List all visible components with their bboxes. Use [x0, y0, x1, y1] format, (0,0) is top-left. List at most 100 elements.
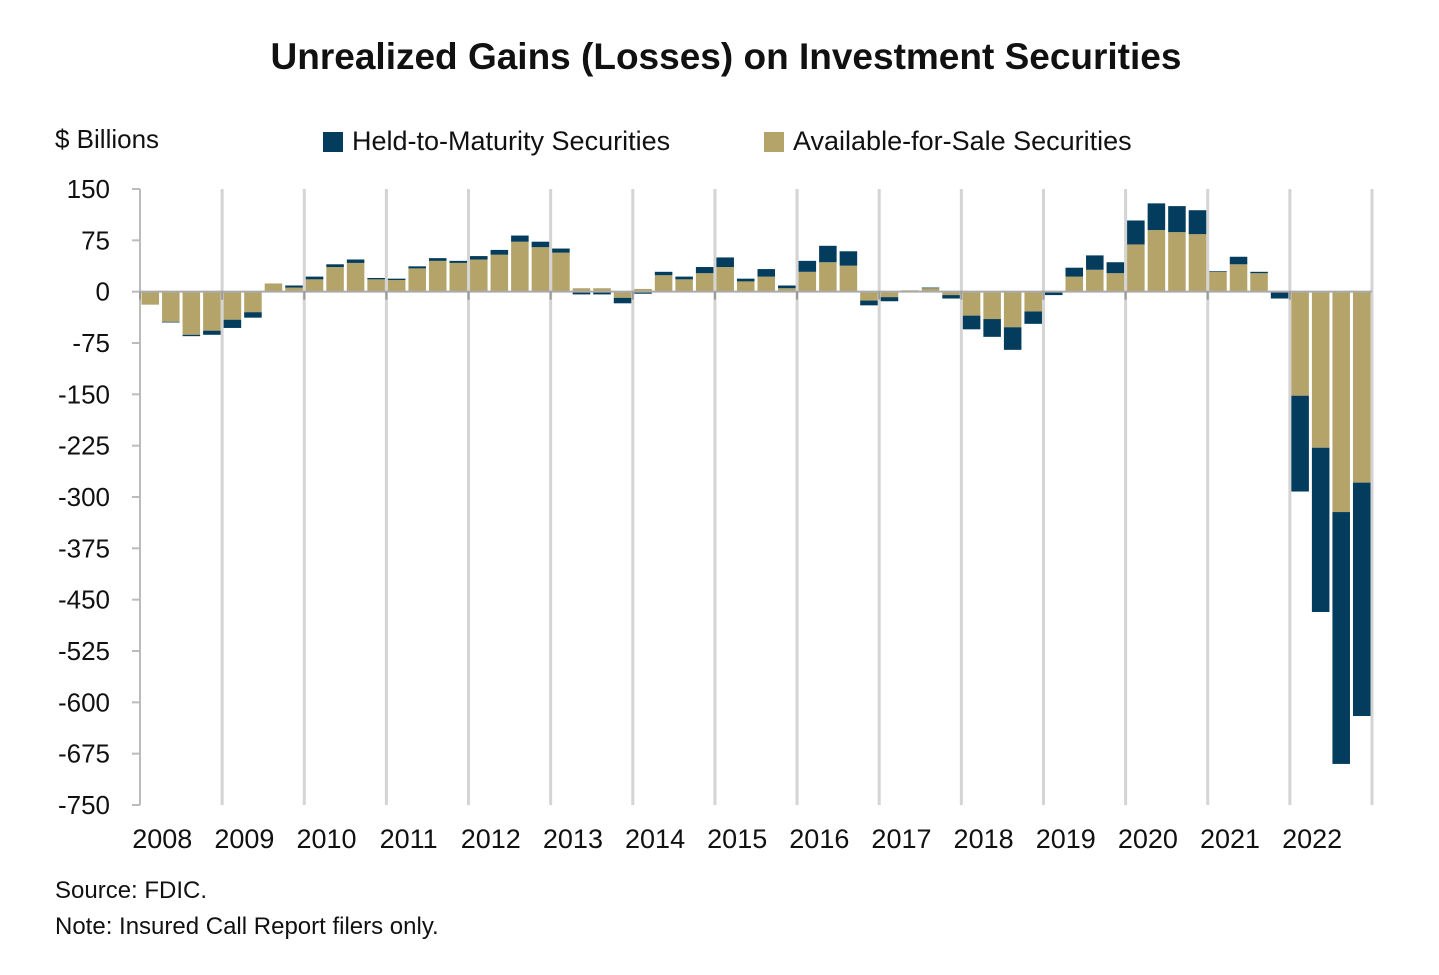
bar-afs	[880, 291, 899, 298]
bar-htm	[387, 278, 406, 281]
bar-afs	[531, 247, 550, 292]
bar-htm	[1209, 271, 1227, 272]
bar-afs	[305, 279, 324, 292]
bar-afs	[1188, 234, 1207, 292]
bar-afs	[470, 259, 488, 292]
bar-htm	[428, 258, 447, 261]
bar-afs	[1147, 230, 1166, 292]
x-tick-label: 2012	[461, 824, 521, 854]
bar-afs	[141, 291, 160, 305]
bar-htm	[1250, 271, 1268, 274]
y-tick-label: 0	[96, 277, 110, 307]
bar-htm	[182, 334, 201, 337]
x-tick-label: 2014	[625, 824, 685, 854]
bar-afs	[387, 280, 406, 292]
bar-afs	[716, 267, 734, 292]
bar-htm	[572, 291, 591, 295]
bar-htm	[162, 321, 180, 323]
bar-htm	[285, 285, 303, 288]
bar-afs	[1209, 271, 1227, 292]
bar-afs	[942, 291, 960, 296]
bar-htm	[757, 269, 776, 277]
bar-htm	[367, 277, 385, 280]
bar-afs	[613, 291, 632, 298]
legend-item-htm: Held-to-Maturity Securities	[323, 126, 670, 157]
bar-afs	[162, 291, 180, 322]
bar-htm	[531, 241, 550, 248]
bar-afs	[798, 271, 817, 292]
bar-afs	[326, 267, 344, 292]
bar-htm	[511, 235, 529, 242]
bar-htm	[1086, 255, 1104, 270]
bar-htm	[1003, 327, 1022, 350]
x-tick-label: 2013	[543, 824, 603, 854]
y-tick-label: -525	[58, 636, 110, 666]
bar-htm	[860, 300, 878, 306]
legend-swatch-htm	[323, 131, 343, 152]
bar-htm	[716, 257, 734, 268]
bar-afs	[1352, 291, 1371, 483]
y-tick-label: -600	[58, 687, 110, 717]
y-tick-label: -75	[72, 328, 110, 358]
bar-htm	[552, 248, 570, 253]
bar-afs	[757, 276, 776, 292]
legend-item-afs: Available-for-Sale Securities	[764, 126, 1132, 157]
x-tick-label: 2017	[871, 824, 931, 854]
y-axis-label: $ Billions	[55, 124, 160, 154]
bar-htm	[819, 245, 837, 263]
y-tick-label: -225	[58, 431, 110, 461]
bar-htm	[346, 259, 365, 263]
bar-htm	[1352, 482, 1371, 717]
bar-afs	[1086, 269, 1104, 292]
bar-afs	[490, 254, 509, 292]
bar-htm	[1188, 210, 1207, 235]
bar-htm	[839, 251, 858, 266]
legend-label-afs: Available-for-Sale Securities	[793, 126, 1132, 156]
y-tick-label: -300	[58, 482, 110, 512]
bar-afs	[285, 287, 303, 292]
bar-htm	[1229, 256, 1248, 265]
bar-htm	[1311, 447, 1330, 612]
bar-afs	[1024, 291, 1042, 312]
bar-htm	[305, 276, 324, 280]
bar-htm	[490, 249, 509, 255]
bar-afs	[921, 288, 940, 292]
x-tick-label: 2010	[296, 824, 356, 854]
bar-htm	[1065, 267, 1084, 277]
bar-afs	[654, 275, 673, 292]
bar-htm	[1127, 220, 1145, 245]
bar-htm	[675, 276, 693, 280]
bar-htm	[1106, 262, 1125, 274]
bar-afs	[511, 241, 529, 292]
bar-afs	[1229, 264, 1248, 292]
bar-htm	[921, 287, 940, 289]
x-tick-label: 2022	[1282, 824, 1342, 854]
x-tick-label: 2016	[789, 824, 849, 854]
bar-afs	[264, 283, 283, 292]
bar-afs	[223, 291, 242, 320]
x-tick-label: 2020	[1118, 824, 1178, 854]
bar-afs	[839, 265, 858, 292]
bar-afs	[1003, 291, 1022, 328]
bar-afs	[983, 291, 1001, 320]
x-tick-label: 2008	[132, 824, 192, 854]
bar-afs	[593, 288, 611, 292]
bar-htm	[1024, 311, 1042, 324]
bar-afs	[1127, 244, 1145, 292]
y-tick-label: -675	[58, 739, 110, 769]
bar-htm	[654, 271, 673, 276]
bar-afs	[860, 291, 878, 301]
bar-afs	[962, 291, 981, 316]
bar-afs	[1250, 273, 1268, 292]
bar-afs	[408, 268, 426, 292]
bar-afs	[552, 252, 570, 292]
bar-htm	[778, 285, 796, 289]
bar-htm	[942, 295, 960, 299]
x-tick-label: 2015	[707, 824, 767, 854]
bar-afs	[1311, 291, 1330, 448]
source-note: Source: FDIC.	[55, 877, 208, 904]
bar-afs	[367, 279, 385, 292]
bar-htm	[223, 319, 242, 328]
x-tick-label: 2018	[954, 824, 1014, 854]
